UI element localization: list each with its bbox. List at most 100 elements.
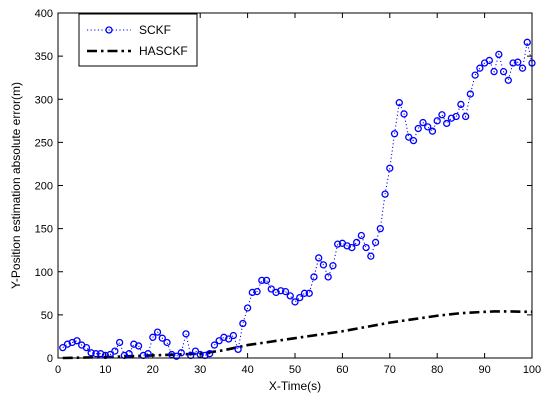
data-point-sckf [504,76,512,84]
data-point-sckf [466,90,475,98]
data-point-sckf [476,64,484,72]
x-tick-label: 80 [431,364,443,376]
data-point-sckf [234,345,242,354]
y-tick-label: 200 [35,181,53,193]
tick-labels: 0 10 20 30 40 50 60 70 80 90 100 0 50 100 150 200 250 300… [35,8,542,376]
data-point-sckf [381,190,389,198]
data-point-sckf [229,331,238,340]
data-point-sckf [433,117,441,125]
data-point-sckf [405,133,413,141]
data-point-sckf [87,349,95,357]
data-point-sckf [428,127,437,135]
legend-marker-sckf [105,26,113,34]
data-point-sckf [419,118,427,127]
data-point-sckf [267,285,275,293]
data-point-sckf [395,99,403,107]
data-point-sckf [258,276,266,285]
data-point-sckf [191,347,200,355]
data-point-sckf [424,123,432,131]
data-point-sckf [243,304,252,312]
data-point-sckf [59,343,67,352]
legend-box [78,13,198,67]
data-point-sckf [367,252,375,260]
data-point-sckf [348,243,356,252]
x-tick-label: 40 [241,364,253,376]
data-point-sckf [329,262,337,270]
data-point-sckf [92,350,100,358]
data-point-sckf [115,338,124,347]
legend-label-sckf: SCKF [139,23,171,37]
plot-area [58,13,532,358]
data-point-sckf [343,242,351,250]
data-point-sckf [390,130,399,138]
data-point-sckf [509,59,517,67]
data-point-sckf [277,287,285,295]
data-point-sckf [443,119,451,128]
x-tick-label: 20 [147,364,159,376]
data-point-sckf [414,124,422,133]
data-point-sckf [296,293,304,302]
y-tick-label: 100 [35,267,53,279]
data-point-sckf [386,164,394,172]
data-point-sckf [310,273,318,281]
data-point-sckf [362,243,370,252]
data-point-sckf [495,50,503,59]
data-point-sckf [376,224,384,233]
data-point-sckf [291,298,299,306]
data-point-sckf [523,38,531,46]
data-point-sckf [134,342,143,350]
y-tick-label: 150 [35,224,53,236]
y-axis-label: Y-Position estimation absolute error(m) [9,82,23,289]
data-point-sckf [68,338,76,347]
data-point-sckf [144,350,152,358]
data-point-sckf [215,337,223,345]
data-point-sckf [206,350,214,358]
data-point-sckf [73,337,81,345]
x-tick-label: 70 [384,364,396,376]
y-tick-label: 50 [41,310,53,322]
data-point-sckf [409,136,418,145]
data-point-sckf [130,340,138,348]
data-point-sckf [324,273,332,281]
data-point-sckf [305,289,313,297]
legend: SCKF HASCKF [78,13,198,67]
data-point-sckf [172,352,181,360]
data-point-sckf [177,349,185,357]
data-point-sckf [447,114,456,122]
data-point-sckf [158,334,166,342]
data-point-sckf [352,238,361,247]
x-tick-label: 50 [289,364,301,376]
data-point-sckf [182,330,190,338]
data-point-sckf [300,289,309,297]
data-point-sckf [272,288,280,297]
data-point-sckf [63,340,72,348]
data-point-sckf [438,111,446,119]
data-point-sckf [97,350,105,358]
data-point-sckf [253,287,261,296]
data-point-sckf [239,319,247,328]
x-tick-label: 100 [523,364,541,376]
data-point-sckf [315,254,323,262]
y-tick-label: 250 [35,137,53,149]
x-tick-label: 90 [478,364,490,376]
y-tick-label: 350 [35,51,53,63]
y-tick-label: 300 [35,94,53,106]
data-point-sckf [153,328,162,336]
data-point-sckf [220,333,228,341]
data-point-sckf [471,71,479,79]
x-tick-label: 10 [99,364,111,376]
y-tick-label: 400 [35,8,53,20]
data-point-sckf [400,110,408,118]
data-point-sckf [163,338,171,347]
data-point-sckf [319,261,328,269]
data-point-sckf [514,58,522,66]
data-point-sckf [485,56,493,65]
data-point-sckf [149,333,157,341]
data-point-sckf [490,68,498,76]
data-point-sckf [125,350,133,358]
data-point-sckf [224,335,233,343]
data-point-sckf [457,100,465,109]
y-tick-label: 0 [47,353,53,365]
plot-background [58,13,532,358]
